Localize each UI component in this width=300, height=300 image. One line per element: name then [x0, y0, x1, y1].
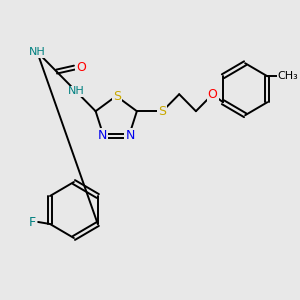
Text: N: N [125, 129, 135, 142]
Text: CH₃: CH₃ [278, 71, 298, 81]
Text: O: O [208, 88, 218, 101]
Text: S: S [113, 91, 121, 103]
Text: O: O [76, 61, 86, 74]
Text: S: S [158, 105, 166, 118]
Text: NH: NH [68, 86, 85, 96]
Text: NH: NH [29, 47, 46, 57]
Text: F: F [29, 215, 36, 229]
Text: N: N [98, 129, 107, 142]
